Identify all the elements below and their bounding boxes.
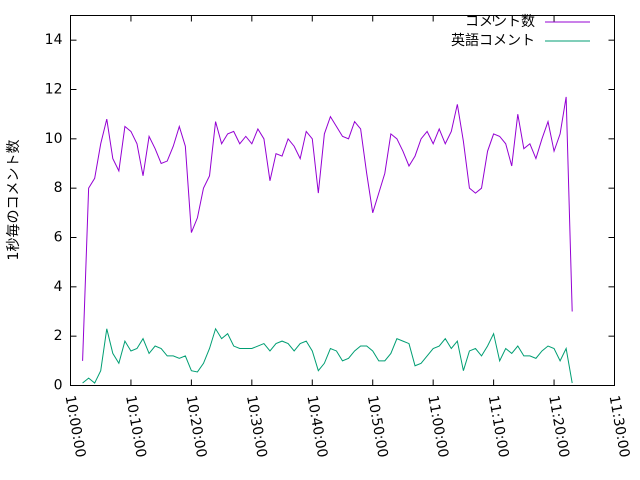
y-tick-label: 12 (45, 82, 63, 98)
series-line (82, 96, 573, 361)
y-tick-label: 6 (54, 230, 63, 246)
legend-label: 英語コメント (451, 32, 535, 49)
x-tick-label: 10:30:00 (243, 394, 270, 459)
plot-frame (70, 15, 615, 386)
x-tick-label: 10:00:00 (62, 394, 89, 459)
x-tick-label: 10:10:00 (122, 394, 149, 459)
x-tick-label: 11:30:00 (606, 394, 633, 459)
y-tick-label: 4 (54, 279, 63, 295)
y-tick-label: 2 (54, 328, 63, 344)
x-tick-label: 10:40:00 (303, 394, 330, 459)
x-tick-label: 11:00:00 (424, 394, 451, 459)
y-tick-label: 10 (45, 131, 63, 147)
series-line (82, 327, 573, 384)
x-tick-label: 10:20:00 (183, 394, 210, 459)
y-tick-label: 8 (54, 180, 63, 196)
y-tick-label: 0 (54, 378, 63, 394)
y-axis-label: 1秒毎のコメント数 (6, 140, 22, 261)
x-tick-label: 11:10:00 (485, 394, 512, 459)
y-tick-label: 14 (45, 32, 63, 48)
x-tick-label: 11:20:00 (545, 394, 572, 459)
x-tick-label: 10:50:00 (364, 394, 391, 459)
legend-label: コメント数 (465, 14, 535, 30)
